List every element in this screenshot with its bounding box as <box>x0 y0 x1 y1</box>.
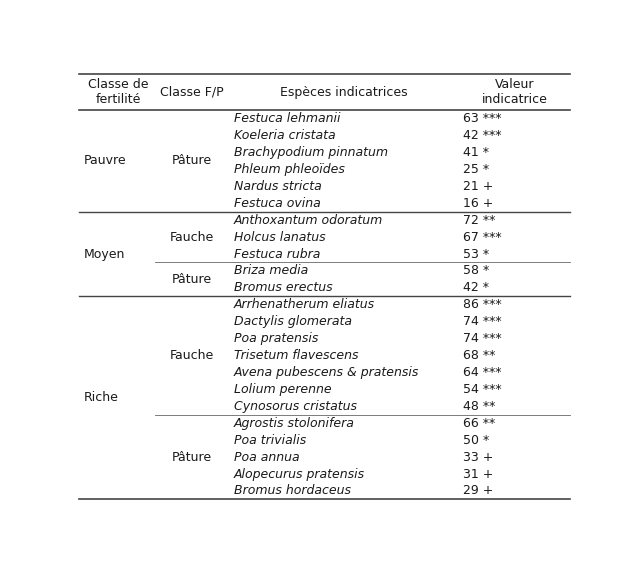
Text: Lolium perenne: Lolium perenne <box>234 383 331 396</box>
Text: Valeur
indicatrice: Valeur indicatrice <box>482 78 548 106</box>
Text: Poa pratensis: Poa pratensis <box>234 332 318 345</box>
Text: Holcus lanatus: Holcus lanatus <box>234 230 325 243</box>
Text: Brachypodium pinnatum: Brachypodium pinnatum <box>234 146 387 159</box>
Text: Phleum phleoïdes: Phleum phleoïdes <box>234 163 344 176</box>
Text: Briza media: Briza media <box>234 264 308 277</box>
Text: Classe de
fertilité: Classe de fertilité <box>88 78 149 106</box>
Text: 63 ***: 63 *** <box>463 112 502 125</box>
Text: 64 ***: 64 *** <box>463 366 502 379</box>
Text: Koeleria cristata: Koeleria cristata <box>234 129 335 142</box>
Text: 16 +: 16 + <box>463 197 494 210</box>
Text: 66 **: 66 ** <box>463 417 496 430</box>
Text: Avena pubescens & pratensis: Avena pubescens & pratensis <box>234 366 419 379</box>
Text: Espèces indicatrices: Espèces indicatrices <box>280 86 408 99</box>
Text: 68 **: 68 ** <box>463 349 496 362</box>
Text: Pauvre: Pauvre <box>84 155 127 168</box>
Text: Pâture: Pâture <box>172 155 212 168</box>
Text: Arrhenatherum eliatus: Arrhenatherum eliatus <box>234 298 375 311</box>
Text: Festuca rubra: Festuca rubra <box>234 247 320 260</box>
Text: 72 **: 72 ** <box>463 214 496 226</box>
Text: 25 *: 25 * <box>463 163 489 176</box>
Text: Pâture: Pâture <box>172 451 212 464</box>
Text: 31 +: 31 + <box>463 468 494 481</box>
Text: Festuca lehmanii: Festuca lehmanii <box>234 112 340 125</box>
Text: Nardus stricta: Nardus stricta <box>234 180 322 193</box>
Text: Poa annua: Poa annua <box>234 451 299 464</box>
Text: Alopecurus pratensis: Alopecurus pratensis <box>234 468 365 481</box>
Text: Poa trivialis: Poa trivialis <box>234 434 306 447</box>
Text: 67 ***: 67 *** <box>463 230 502 243</box>
Text: 29 +: 29 + <box>463 484 494 498</box>
Text: Fauche: Fauche <box>170 349 214 362</box>
Text: Classe F/P: Classe F/P <box>160 86 224 99</box>
Text: Pâture: Pâture <box>172 273 212 286</box>
Text: 50 *: 50 * <box>463 434 489 447</box>
Text: Cynosorus cristatus: Cynosorus cristatus <box>234 400 356 413</box>
Text: 21 +: 21 + <box>463 180 494 193</box>
Text: 42 *: 42 * <box>463 281 489 294</box>
Text: 74 ***: 74 *** <box>463 332 502 345</box>
Text: Fauche: Fauche <box>170 230 214 243</box>
Text: 58 *: 58 * <box>463 264 489 277</box>
Text: Bromus hordaceus: Bromus hordaceus <box>234 484 351 498</box>
Text: Anthoxantum odoratum: Anthoxantum odoratum <box>234 214 383 226</box>
Text: Agrostis stolonifera: Agrostis stolonifera <box>234 417 354 430</box>
Text: 54 ***: 54 *** <box>463 383 502 396</box>
Text: 41 *: 41 * <box>463 146 489 159</box>
Text: 86 ***: 86 *** <box>463 298 502 311</box>
Text: 74 ***: 74 *** <box>463 315 502 328</box>
Text: 53 *: 53 * <box>463 247 489 260</box>
Text: Moyen: Moyen <box>84 247 125 260</box>
Text: Festuca ovina: Festuca ovina <box>234 197 320 210</box>
Text: Bromus erectus: Bromus erectus <box>234 281 332 294</box>
Text: 42 ***: 42 *** <box>463 129 502 142</box>
Text: Trisetum flavescens: Trisetum flavescens <box>234 349 358 362</box>
Text: Riche: Riche <box>84 391 119 404</box>
Text: Dactylis glomerata: Dactylis glomerata <box>234 315 352 328</box>
Text: 33 +: 33 + <box>463 451 494 464</box>
Text: 48 **: 48 ** <box>463 400 496 413</box>
